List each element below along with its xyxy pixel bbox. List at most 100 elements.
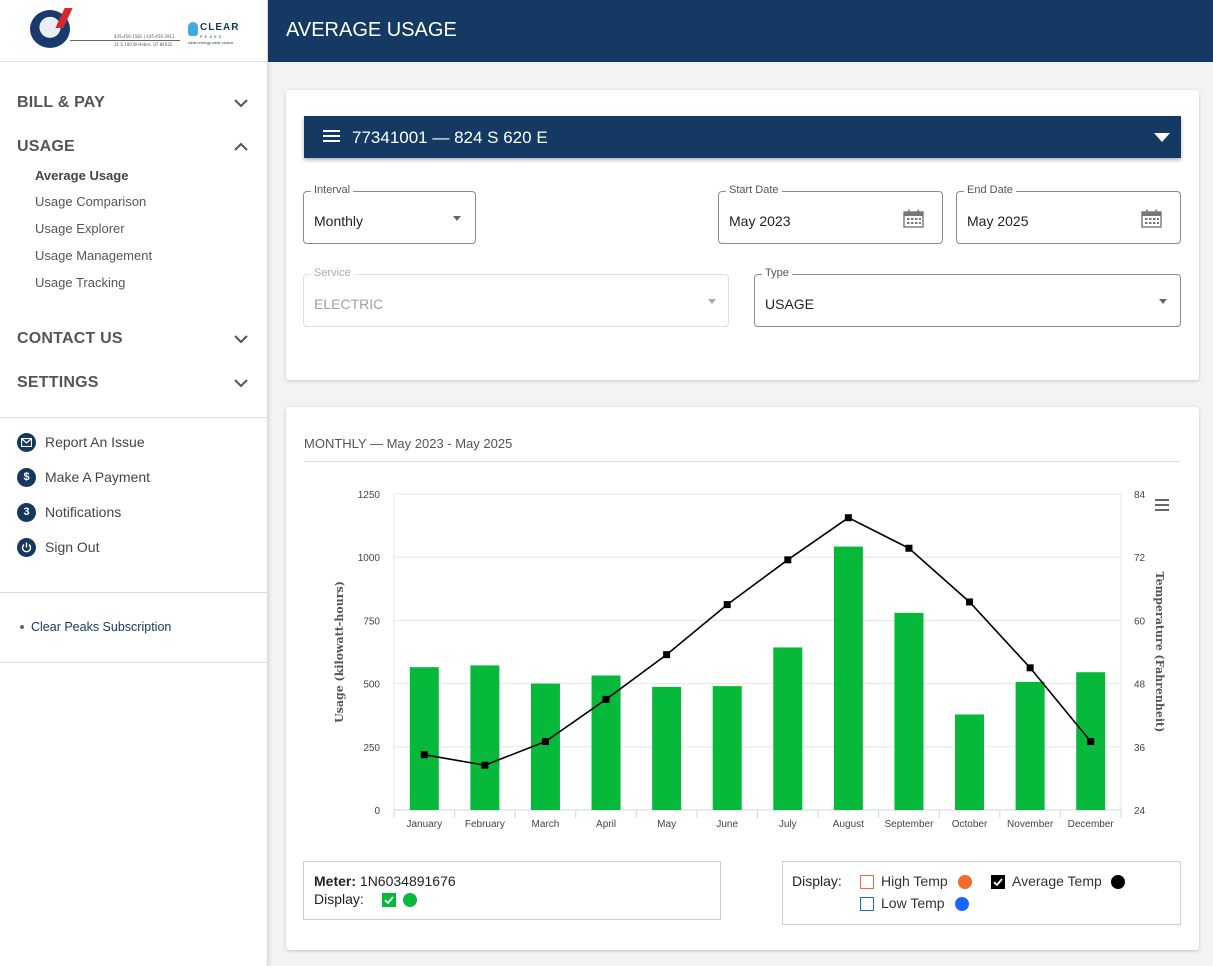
average-temp-checkbox[interactable]: [991, 875, 1005, 889]
sidebar: 435-456-1581 | 435-456-2911 31 S 100 W H…: [0, 0, 268, 966]
average-temp-point: [541, 738, 549, 746]
account-selector[interactable]: 77341001 — 824 S 620 E: [304, 116, 1181, 158]
make-payment-link[interactable]: $ Make A Payment: [17, 467, 150, 487]
chart-card: MONTHLY — May 2023 - May 2025 0 250 500 750…: [286, 407, 1199, 950]
y-right-tick-label: 60: [1134, 616, 1146, 627]
start-date-field[interactable]: Start Date May 2023: [718, 184, 943, 244]
y-right-tick-label: 84: [1134, 490, 1146, 501]
high-temp-checkbox[interactable]: [860, 875, 874, 889]
y-tick-label: 1250: [358, 490, 381, 501]
service-value: ELECTRIC: [314, 296, 384, 312]
sign-out-label: Sign Out: [45, 539, 100, 555]
meter-legend: Meter: 1N6034891676 Display:: [303, 861, 721, 920]
average-temp-point: [723, 601, 731, 609]
sign-out-link[interactable]: Sign Out: [17, 537, 99, 557]
x-tick-label: February: [465, 819, 505, 830]
dropdown-arrow-icon: [1159, 299, 1167, 304]
average-temp-point: [481, 761, 489, 769]
nav-bill-pay[interactable]: BILL & PAY: [17, 94, 105, 111]
sidebar-divider: [0, 592, 267, 593]
chevron-down-icon[interactable]: [234, 332, 248, 346]
average-temp-point: [663, 651, 671, 659]
nav-usage-management[interactable]: Usage Management: [35, 248, 153, 263]
x-tick-label: May: [657, 819, 676, 830]
start-date-value: May 2023: [729, 213, 791, 229]
calendar-icon[interactable]: [903, 209, 924, 228]
y-right-tick-label: 36: [1134, 743, 1146, 754]
power-icon: [17, 537, 36, 557]
bulb-icon: [188, 22, 198, 36]
calendar-icon[interactable]: [1141, 209, 1162, 228]
service-label: Service: [311, 267, 354, 279]
report-issue-link[interactable]: Report An Issue: [17, 432, 145, 452]
end-date-field[interactable]: End Date May 2025: [956, 184, 1181, 244]
x-tick-label: January: [407, 819, 443, 830]
x-tick-label: December: [1068, 819, 1115, 830]
high-temp-dot-icon: [958, 875, 972, 889]
low-temp-checkbox[interactable]: [860, 897, 874, 911]
report-issue-label: Report An Issue: [45, 434, 145, 450]
type-label: Type: [762, 267, 792, 279]
nav-usage-comparison[interactable]: Usage Comparison: [35, 194, 147, 209]
low-temp-dot-icon: [955, 897, 969, 911]
nav-usage-tracking[interactable]: Usage Tracking: [35, 275, 126, 290]
usage-bar: [530, 683, 560, 810]
mail-icon: [17, 432, 36, 452]
chart-menu-icon[interactable]: [1155, 499, 1169, 511]
notification-count-icon: 3: [17, 502, 36, 522]
meter-display-label: Display:: [314, 891, 364, 907]
nav-settings[interactable]: SETTINGS: [17, 374, 99, 391]
logo-area[interactable]: 435-456-1581 | 435-456-2911 31 S 100 W H…: [0, 0, 267, 62]
subscription-link[interactable]: Clear Peaks Subscription: [20, 620, 171, 634]
average-temp-line: [424, 516, 1092, 767]
usage-bar: [591, 675, 621, 810]
average-temp-point: [784, 556, 792, 564]
x-tick-label: November: [1007, 819, 1054, 830]
y-right-tick-label: 24: [1134, 806, 1146, 817]
average-temp-point: [420, 751, 428, 759]
usage-bar: [409, 667, 439, 810]
chevron-down-icon[interactable]: [234, 96, 248, 110]
temperature-legend: Display: High Temp Average Temp Low Temp: [782, 861, 1181, 925]
logo-contact: 435-456-1581 | 435-456-2911: [114, 34, 175, 39]
logo-address: 31 S 100 W Heber, UT 84032: [114, 42, 173, 47]
sidebar-divider: [0, 662, 267, 663]
nav-usage[interactable]: USAGE: [17, 138, 75, 155]
chevron-up-icon[interactable]: [234, 140, 248, 154]
interval-select[interactable]: Interval Monthly: [303, 184, 476, 244]
meter-label: Meter:: [314, 873, 357, 889]
x-tick-label: August: [833, 819, 864, 830]
y-right-tick-label: 48: [1134, 680, 1146, 691]
type-select[interactable]: Type USAGE: [754, 267, 1181, 327]
usage-bar: [955, 714, 985, 810]
y-tick-label: 0: [374, 806, 380, 817]
nav-usage-explorer[interactable]: Usage Explorer: [35, 221, 125, 236]
usage-display-checkbox[interactable]: [382, 893, 396, 907]
page-title: AVERAGE USAGE: [286, 19, 457, 41]
x-tick-label: March: [532, 819, 560, 830]
bullet-icon: [20, 625, 24, 629]
usage-bar: [712, 686, 742, 810]
average-temp-label: Average Temp: [1012, 873, 1102, 889]
usage-bar: [470, 665, 500, 810]
clear-logo-name: CLEAR: [200, 22, 240, 33]
clear-logo-sub: PEAKS: [200, 34, 224, 39]
nav-contact-us[interactable]: CONTACT US: [17, 330, 123, 347]
end-date-label: End Date: [964, 184, 1016, 196]
usage-color-dot-icon: [403, 893, 417, 907]
usage-bar: [894, 612, 924, 810]
account-label: 77341001 — 824 S 620 E: [352, 128, 548, 147]
service-select: Service ELECTRIC: [303, 267, 729, 327]
high-temp-label: High Temp: [881, 873, 948, 889]
nav-average-usage[interactable]: Average Usage: [35, 168, 129, 183]
average-temp-point: [966, 598, 974, 606]
meter-number: 1N6034891676: [359, 873, 456, 889]
chevron-down-icon[interactable]: [234, 376, 248, 390]
menu-icon: [323, 130, 340, 143]
average-temp-point: [602, 695, 610, 703]
notifications-link[interactable]: 3 Notifications: [17, 502, 121, 522]
usage-chart: 0 250 500 750 1000 1250 24 36 48 60 72 84 January Feb…: [333, 490, 1169, 830]
interval-value: Monthly: [314, 213, 364, 229]
filter-card: 77341001 — 824 S 620 E Interval Monthly …: [286, 90, 1199, 380]
y-tick-label: 250: [363, 743, 380, 754]
